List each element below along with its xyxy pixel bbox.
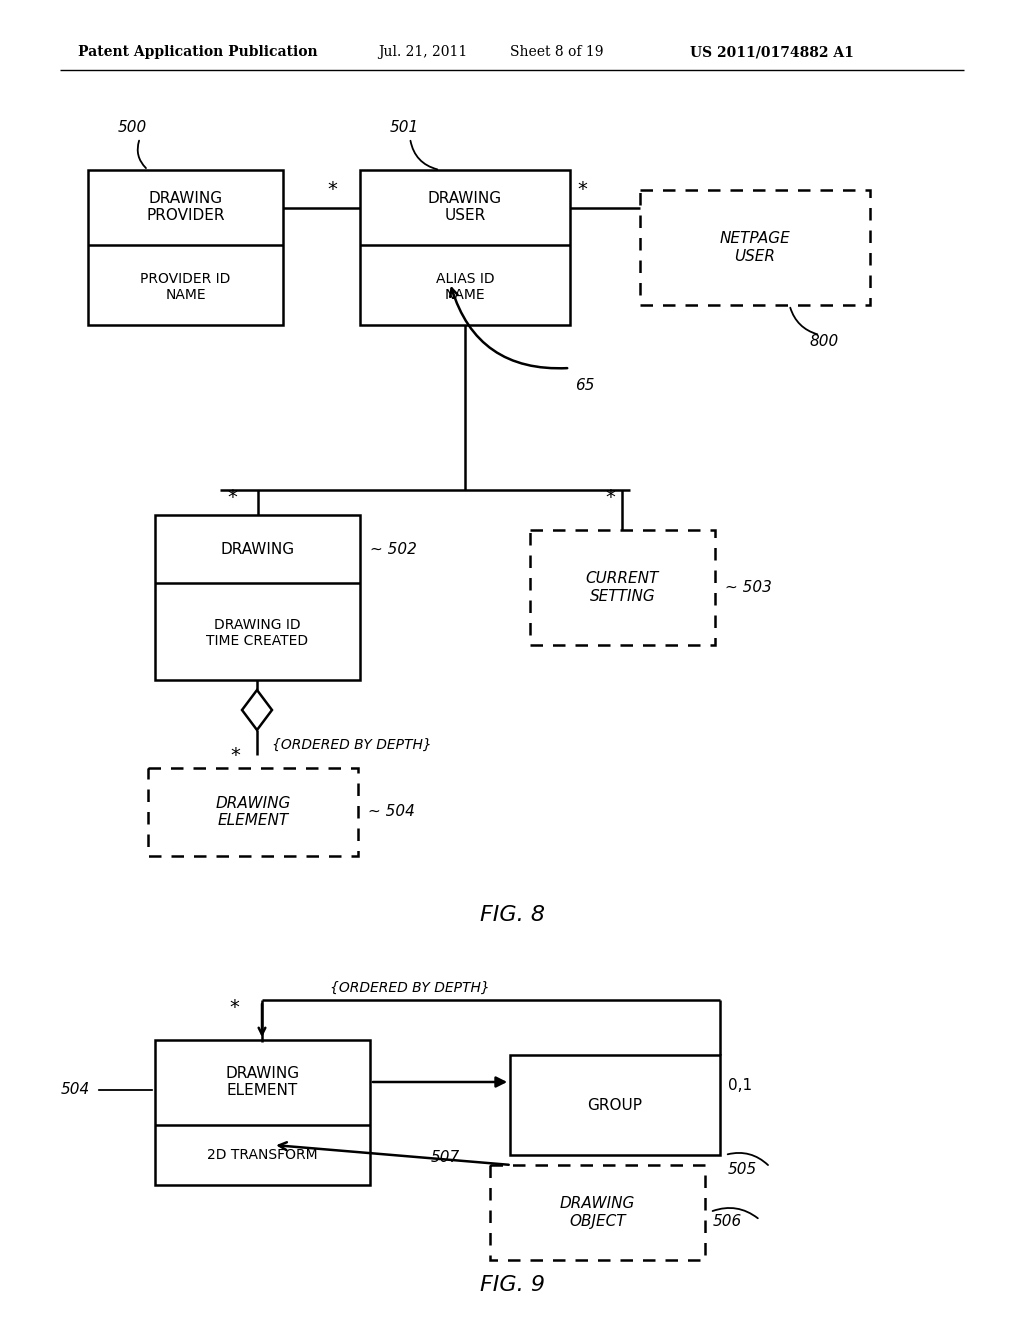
Bar bbox=[510, 1055, 720, 1155]
Bar bbox=[490, 1166, 705, 1261]
Text: US 2011/0174882 A1: US 2011/0174882 A1 bbox=[690, 45, 854, 59]
Text: 65: 65 bbox=[575, 378, 595, 393]
Text: {ORDERED BY DEPTH}: {ORDERED BY DEPTH} bbox=[330, 981, 489, 995]
Text: 2D TRANSFORM: 2D TRANSFORM bbox=[207, 1148, 317, 1162]
Text: DRAWING
USER: DRAWING USER bbox=[428, 191, 502, 223]
Text: *: * bbox=[227, 488, 238, 507]
Text: DRAWING: DRAWING bbox=[220, 541, 295, 557]
Text: *: * bbox=[230, 746, 240, 764]
Text: 504: 504 bbox=[60, 1082, 90, 1097]
Bar bbox=[155, 1040, 370, 1185]
Text: DRAWING
OBJECT: DRAWING OBJECT bbox=[560, 1196, 635, 1229]
Bar bbox=[88, 170, 283, 325]
Text: DRAWING
ELEMENT: DRAWING ELEMENT bbox=[215, 796, 291, 828]
Text: ∼ 504: ∼ 504 bbox=[368, 804, 415, 820]
Bar bbox=[530, 531, 715, 645]
Text: 800: 800 bbox=[810, 334, 840, 350]
Text: *: * bbox=[578, 181, 587, 199]
Text: FIG. 9: FIG. 9 bbox=[479, 1275, 545, 1295]
Text: Jul. 21, 2011: Jul. 21, 2011 bbox=[378, 45, 467, 59]
Text: *: * bbox=[327, 181, 337, 199]
Text: 0,1: 0,1 bbox=[728, 1077, 752, 1093]
Text: {ORDERED BY DEPTH}: {ORDERED BY DEPTH} bbox=[272, 738, 432, 752]
Text: ∼ 503: ∼ 503 bbox=[725, 579, 772, 595]
Bar bbox=[640, 190, 870, 305]
Text: DRAWING
PROVIDER: DRAWING PROVIDER bbox=[146, 191, 224, 223]
Text: Sheet 8 of 19: Sheet 8 of 19 bbox=[510, 45, 603, 59]
Text: GROUP: GROUP bbox=[588, 1097, 642, 1113]
Text: ALIAS ID
NAME: ALIAS ID NAME bbox=[435, 272, 495, 302]
Text: CURRENT
SETTING: CURRENT SETTING bbox=[586, 572, 659, 603]
Text: PROVIDER ID
NAME: PROVIDER ID NAME bbox=[140, 272, 230, 302]
Text: 505: 505 bbox=[728, 1163, 758, 1177]
Text: FIG. 8: FIG. 8 bbox=[479, 906, 545, 925]
Text: 501: 501 bbox=[390, 120, 419, 135]
Text: ∼ 502: ∼ 502 bbox=[370, 541, 417, 557]
Bar bbox=[148, 768, 358, 855]
Bar bbox=[155, 515, 360, 680]
Text: *: * bbox=[229, 998, 239, 1018]
Text: Patent Application Publication: Patent Application Publication bbox=[78, 45, 317, 59]
Text: 500: 500 bbox=[118, 120, 147, 135]
Text: DRAWING
ELEMENT: DRAWING ELEMENT bbox=[225, 1065, 300, 1098]
Text: 507: 507 bbox=[431, 1150, 460, 1164]
Text: *: * bbox=[605, 488, 615, 507]
Text: NETPAGE
USER: NETPAGE USER bbox=[720, 231, 791, 264]
Text: DRAWING ID
TIME CREATED: DRAWING ID TIME CREATED bbox=[207, 618, 308, 648]
Text: 506: 506 bbox=[713, 1214, 742, 1229]
Bar bbox=[360, 170, 570, 325]
